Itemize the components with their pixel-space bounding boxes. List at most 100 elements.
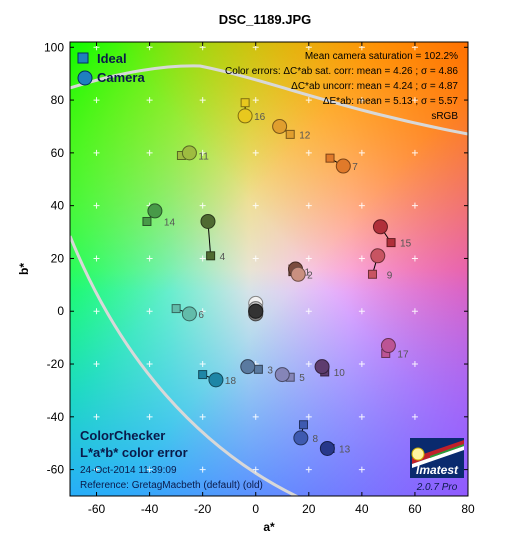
patch-label: 4 bbox=[220, 252, 226, 263]
grid-mark bbox=[93, 413, 100, 420]
grid-mark bbox=[146, 466, 153, 473]
camera-marker bbox=[372, 219, 388, 235]
x-tick-label: -20 bbox=[194, 502, 212, 516]
stat-saturation: Mean camera saturation = 102.2% bbox=[305, 51, 458, 62]
info-error-type: L*a*b* color error bbox=[80, 445, 188, 460]
grid-mark bbox=[358, 202, 365, 209]
grid-mark bbox=[93, 149, 100, 156]
patch-label: 8 bbox=[312, 434, 318, 445]
ideal-marker bbox=[386, 238, 396, 248]
camera-marker bbox=[319, 440, 335, 456]
y-tick-label: 40 bbox=[51, 199, 65, 213]
chart-title: DSC_1189.JPG bbox=[219, 12, 312, 27]
grid-mark bbox=[358, 255, 365, 262]
grid-mark bbox=[358, 97, 365, 104]
patch-label: 17 bbox=[397, 349, 409, 360]
stats-block: Mean camera saturation = 102.2% Color er… bbox=[225, 51, 458, 122]
camera-marker bbox=[272, 118, 288, 134]
grid-mark bbox=[411, 413, 418, 420]
grid-mark bbox=[411, 97, 418, 104]
y-tick-label: 60 bbox=[51, 146, 65, 160]
grid-mark bbox=[146, 361, 153, 368]
camera-marker bbox=[237, 108, 253, 124]
ideal-marker bbox=[240, 98, 250, 108]
imatest-logo: Imatest 2.0.7 Pro bbox=[410, 438, 464, 493]
grid-mark bbox=[358, 361, 365, 368]
x-tick-label: 40 bbox=[355, 502, 369, 516]
camera-marker bbox=[335, 158, 351, 174]
patch-label: 10 bbox=[334, 368, 346, 379]
grid-mark bbox=[199, 361, 206, 368]
stat-sat-corr: Color errors: ΔC*ab sat. corr: mean = 4.… bbox=[225, 66, 458, 77]
grid-mark bbox=[199, 149, 206, 156]
grid-mark bbox=[305, 308, 312, 315]
grid-mark bbox=[411, 255, 418, 262]
grid-mark bbox=[199, 255, 206, 262]
camera-marker bbox=[293, 430, 309, 446]
y-tick-label: -60 bbox=[47, 463, 65, 477]
grid-mark bbox=[199, 466, 206, 473]
grid-mark bbox=[358, 413, 365, 420]
ideal-marker bbox=[206, 251, 216, 261]
grid-mark bbox=[358, 149, 365, 156]
patch-label: 1 bbox=[305, 268, 311, 279]
grid-mark bbox=[358, 308, 365, 315]
ideal-marker bbox=[298, 420, 308, 430]
info-reference: Reference: GretagMacbeth (default) (old) bbox=[80, 480, 263, 491]
camera-marker bbox=[181, 306, 197, 322]
patch-label: 15 bbox=[400, 239, 412, 250]
legend-camera-label: Camera bbox=[97, 70, 145, 85]
grid-mark bbox=[305, 413, 312, 420]
camera-marker bbox=[380, 338, 396, 354]
logo-name: Imatest bbox=[416, 463, 459, 477]
grid-mark bbox=[411, 202, 418, 209]
grid-mark bbox=[305, 202, 312, 209]
grid-mark bbox=[305, 361, 312, 368]
chart-info-block: ColorChecker L*a*b* color error 24-Oct-2… bbox=[80, 428, 263, 491]
ideal-marker bbox=[367, 269, 377, 279]
y-tick-label: 20 bbox=[51, 251, 65, 265]
camera-marker bbox=[290, 266, 306, 282]
patch-label: 3 bbox=[267, 365, 273, 376]
patch-label: 18 bbox=[225, 376, 237, 387]
plot-frame bbox=[69, 41, 469, 497]
y-tick-label: -40 bbox=[47, 410, 65, 424]
grid-mark bbox=[252, 149, 259, 156]
ideal-marker bbox=[253, 364, 263, 374]
x-axis-label: a* bbox=[263, 520, 275, 534]
camera-marker bbox=[370, 248, 386, 264]
grid-mark bbox=[199, 413, 206, 420]
grid-mark bbox=[146, 255, 153, 262]
grid-mark bbox=[305, 255, 312, 262]
patch-label: 6 bbox=[198, 310, 204, 321]
grid-mark bbox=[411, 308, 418, 315]
grid-mark bbox=[305, 149, 312, 156]
camera-markers bbox=[147, 108, 396, 456]
plot-background bbox=[70, 42, 468, 496]
grid-mark bbox=[93, 466, 100, 473]
camera-marker bbox=[248, 303, 264, 319]
grid-mark bbox=[93, 97, 100, 104]
x-tick-label: -60 bbox=[88, 502, 106, 516]
camera-marker bbox=[181, 145, 197, 161]
y-tick-label: 100 bbox=[44, 40, 64, 54]
grid-mark bbox=[93, 308, 100, 315]
patch-label: 9 bbox=[387, 270, 393, 281]
legend-ideal-label: Ideal bbox=[97, 51, 127, 66]
axes: -60 -40 -20 0 20 40 60 80 -60 -40 -20 0 20 40 60 80 100 bbox=[44, 40, 475, 516]
x-tick-label: -40 bbox=[141, 502, 159, 516]
gamut-boundary-top bbox=[70, 64, 468, 136]
grid-mark bbox=[305, 466, 312, 473]
grid-mark bbox=[252, 255, 259, 262]
grid-mark bbox=[305, 97, 312, 104]
camera-marker bbox=[147, 203, 163, 219]
grid-mark bbox=[146, 97, 153, 104]
camera-marker bbox=[208, 372, 224, 388]
grid-mark bbox=[358, 466, 365, 473]
patch-label: 13 bbox=[339, 444, 351, 455]
grid-mark bbox=[252, 466, 259, 473]
ideal-marker bbox=[171, 304, 181, 314]
y-tick-label: 80 bbox=[51, 93, 65, 107]
